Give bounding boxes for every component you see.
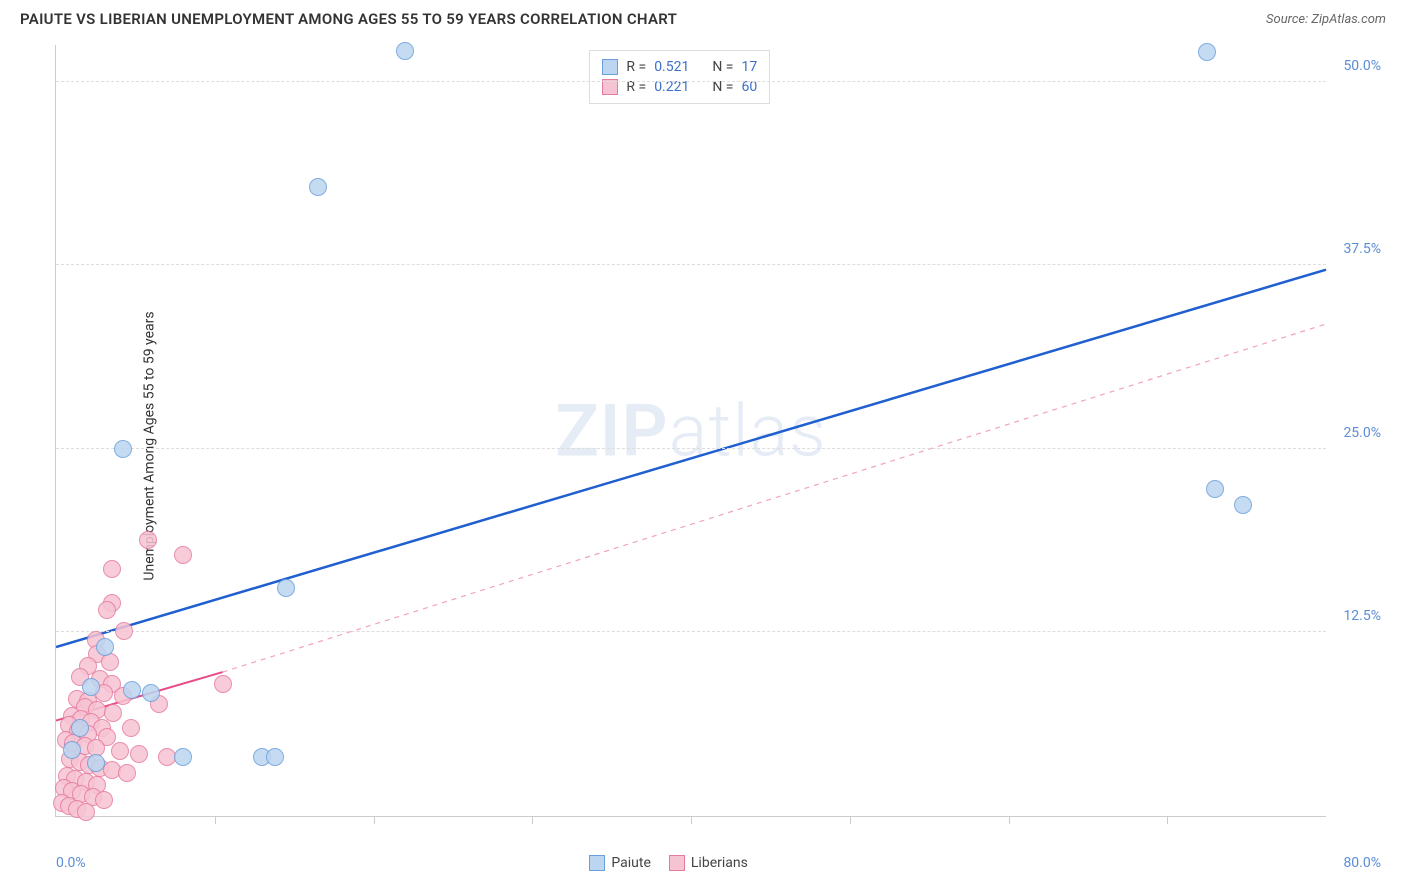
grid-line [56, 264, 1326, 265]
y-tick-label: 37.5% [1343, 241, 1381, 257]
liberians-point [118, 764, 136, 782]
paiute-point [266, 748, 284, 766]
paiute-point [174, 748, 192, 766]
grid-line [56, 448, 1326, 449]
paiute-point [96, 638, 114, 656]
paiute-point [142, 684, 160, 702]
legend-label-liberians: Liberians [691, 855, 748, 871]
liberians-point [122, 719, 140, 737]
x-tick [1009, 816, 1010, 824]
liberians-point [111, 742, 129, 760]
x-tick [691, 816, 692, 824]
x-tick [532, 816, 533, 824]
source-attribution: Source: ZipAtlas.com [1266, 12, 1386, 27]
liberians-point [115, 622, 133, 640]
paiute-swatch [589, 855, 605, 871]
x-tick [850, 816, 851, 824]
trend-lines [56, 45, 1326, 816]
liberians-point [139, 531, 157, 549]
y-tick-label: 50.0% [1343, 58, 1381, 74]
x-tick [1167, 816, 1168, 824]
series-legend: Paiute Liberians [589, 855, 747, 871]
liberians-point [98, 601, 116, 619]
paiute-point [1198, 43, 1216, 61]
paiute-point [123, 681, 141, 699]
paiute-point [71, 719, 89, 737]
x-tick-label: 80.0% [1343, 855, 1381, 871]
paiute-point [277, 579, 295, 597]
chart-title: PAIUTE VS LIBERIAN UNEMPLOYMENT AMONG AG… [20, 10, 677, 28]
grid-line [56, 631, 1326, 632]
paiute-point [1206, 480, 1224, 498]
liberians-point [214, 675, 232, 693]
liberians-point [103, 560, 121, 578]
x-tick-label: 0.0% [56, 855, 86, 871]
y-tick-label: 25.0% [1343, 425, 1381, 441]
paiute-point [114, 440, 132, 458]
paiute-point [82, 678, 100, 696]
paiute-point [309, 178, 327, 196]
paiute-point [63, 741, 81, 759]
liberians-swatch [669, 855, 685, 871]
paiute-point [1234, 496, 1252, 514]
plot-area: ZIPatlas R = 0.521 N = 17R = 0.221 N = 6… [55, 45, 1326, 817]
liberians-point [130, 745, 148, 763]
x-tick [374, 816, 375, 824]
paiute-point [396, 42, 414, 60]
legend-label-paiute: Paiute [611, 855, 651, 871]
x-tick [215, 816, 216, 824]
correlation-chart: Unemployment Among Ages 55 to 59 years Z… [45, 45, 1386, 847]
legend-item-paiute: Paiute [589, 855, 651, 871]
liberians-point [174, 546, 192, 564]
liberians-point [95, 791, 113, 809]
y-tick-label: 12.5% [1343, 608, 1381, 624]
grid-line [56, 81, 1326, 82]
paiute-point [87, 754, 105, 772]
legend-item-liberians: Liberians [669, 855, 748, 871]
liberians-point [77, 803, 95, 821]
